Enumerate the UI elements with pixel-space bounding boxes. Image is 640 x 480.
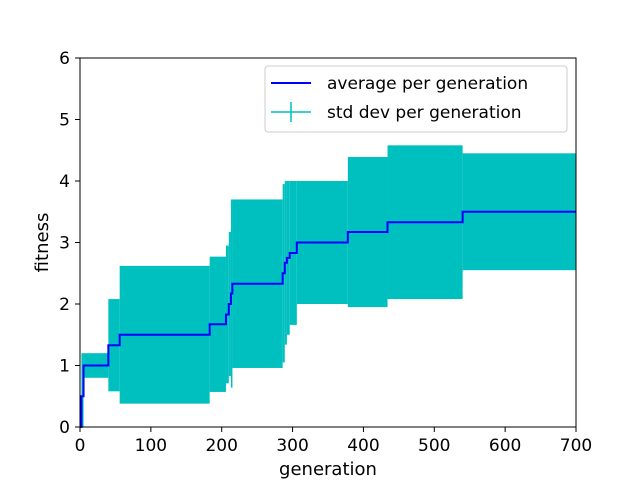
y-tick-label: 2 [59,295,70,315]
y-tick-label: 0 [59,418,70,438]
y-tick-label: 5 [59,111,70,131]
x-tick-label: 600 [489,436,521,456]
legend: average per generation std dev per gener… [264,65,568,133]
y-tick-label: 1 [59,357,70,377]
x-tick-label: 0 [75,436,86,456]
legend-average-label: average per generation [327,74,528,94]
tick-layer: 0 100 200 300 400 500 600 700 0 1 2 3 4 5 6 [59,49,592,456]
std-dev-band-layer [81,145,576,427]
legend-std-label: std dev per generation [327,103,522,123]
x-tick-label: 300 [276,436,308,456]
y-tick-label: 4 [59,172,70,192]
std-dev-segment [81,353,84,427]
average-line [80,210,576,428]
x-axis-label: generation [279,459,377,480]
y-axis-label: fitness [32,213,53,273]
average-line-layer [80,210,576,428]
legend-box [264,65,568,133]
x-tick-label: 200 [205,436,237,456]
x-tick-label: 500 [418,436,450,456]
x-tick-label: 100 [135,436,167,456]
y-tick-label: 6 [59,49,70,69]
y-tick-label: 3 [59,234,70,254]
x-tick-label: 700 [560,436,592,456]
legend-std-swatch [271,102,311,122]
x-tick-label: 400 [347,436,379,456]
